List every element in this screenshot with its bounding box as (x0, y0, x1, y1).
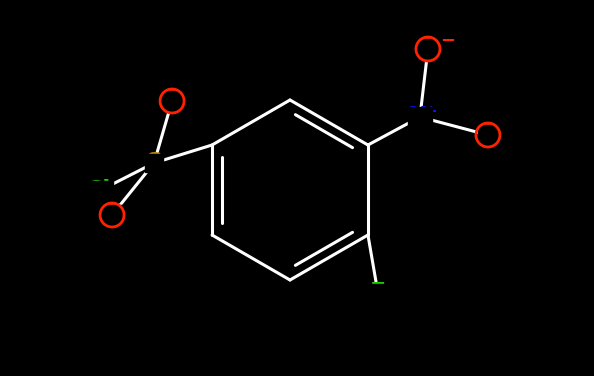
Bar (408, 107, 432, 127)
Text: O: O (102, 203, 122, 227)
Text: O: O (478, 123, 498, 147)
Text: S: S (146, 151, 163, 175)
Bar (85, 181, 113, 201)
Bar (418, 39, 438, 59)
Bar (162, 91, 182, 111)
Text: N: N (408, 105, 428, 129)
Text: O: O (162, 89, 182, 113)
Bar (145, 154, 163, 172)
Text: O: O (418, 37, 438, 61)
Bar (478, 125, 498, 145)
Text: Cl: Cl (86, 179, 112, 203)
Bar (369, 284, 387, 302)
Bar (102, 205, 122, 225)
Text: −: − (440, 32, 456, 50)
Text: +: + (425, 105, 437, 120)
Text: F: F (370, 281, 386, 305)
